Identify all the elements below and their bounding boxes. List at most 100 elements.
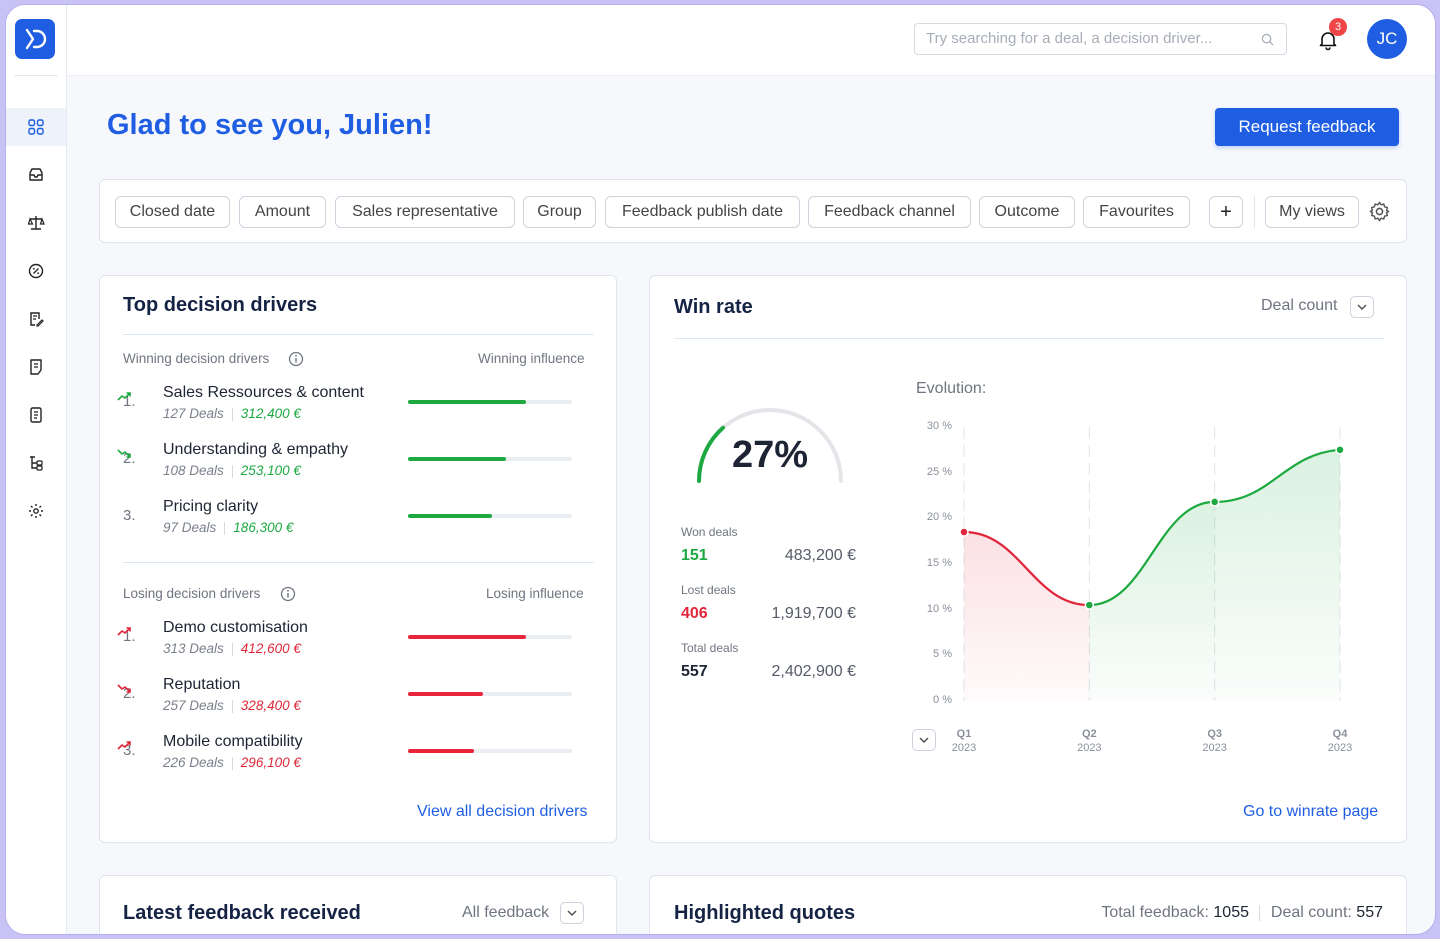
percent-badge-icon (28, 263, 44, 279)
driver-deals: 108 Deals (163, 463, 224, 478)
sidebar-item-forms[interactable] (6, 300, 66, 338)
area-segment (964, 532, 1090, 701)
card-title: Latest feedback received (123, 902, 361, 924)
bell-icon[interactable] (1317, 29, 1339, 51)
meta-divider (224, 521, 226, 535)
area-segment (1214, 449, 1340, 701)
meta-divider (231, 642, 233, 656)
trend-up-icon (117, 627, 131, 636)
search-box[interactable] (914, 23, 1287, 55)
filter-chip-publish-date[interactable]: Feedback publish date (605, 196, 800, 228)
inbox-icon (29, 168, 43, 181)
meta-divider (231, 699, 233, 713)
search-icon (1261, 33, 1274, 46)
sidebar-item-winrate[interactable] (6, 252, 66, 290)
sidebar-item-balance[interactable] (6, 204, 66, 242)
sidebar-item-reports[interactable] (6, 396, 66, 434)
driver-deals: 226 Deals (163, 755, 224, 770)
winning-influence-label: Winning influence (478, 351, 585, 366)
request-feedback-button[interactable]: Request feedback (1215, 108, 1399, 146)
data-point (1084, 600, 1095, 610)
driver-name[interactable]: Mobile compatibility (163, 733, 303, 750)
filter-divider (1254, 196, 1255, 228)
y-tick-label: 30 % (926, 420, 952, 432)
info-icon[interactable] (280, 586, 296, 602)
filter-chip-sales-rep[interactable]: Sales representative (335, 196, 515, 228)
x-tick-label: Q4 2023 (1320, 727, 1360, 755)
driver-name[interactable]: Understanding & empathy (163, 441, 348, 458)
evolution-chart: 30 % 25 % 20 % 15 % 10 % 5 % 0 % Q1 2023 Q2 2023 Q3… (900, 411, 1370, 754)
quotes-summary: Total feedback: 1055 Deal count: 557 (1101, 904, 1383, 922)
influence-bar (408, 635, 572, 639)
series-line-segment (1089, 500, 1215, 607)
document-list-icon (30, 359, 42, 375)
driver-amount: 412,600 € (240, 641, 301, 656)
decision-drivers-card: Top decision drivers Winning decision dr… (99, 275, 617, 843)
report-icon (30, 407, 42, 423)
brand-logo-icon (25, 28, 47, 50)
total-deals-label: Total deals (681, 641, 739, 655)
metric-selector-dropdown[interactable] (1350, 296, 1374, 318)
chart-expand-dropdown[interactable] (912, 729, 936, 751)
avatar[interactable]: JC (1367, 19, 1407, 59)
my-views-button[interactable]: My views (1265, 196, 1359, 228)
sidebar-item-hierarchy[interactable] (6, 444, 66, 482)
brand-logo[interactable] (15, 19, 55, 59)
filter-chip-outcome[interactable]: Outcome (979, 196, 1075, 228)
sidebar-item-inbox[interactable] (6, 156, 66, 194)
add-filter-button[interactable]: + (1209, 196, 1243, 228)
driver-name[interactable]: Reputation (163, 676, 241, 693)
filter-chip-channel[interactable]: Feedback channel (808, 196, 971, 228)
driver-amount: 186,300 € (233, 520, 294, 535)
driver-name[interactable]: Sales Ressources & content (163, 384, 364, 401)
y-tick-label: 5 % (933, 648, 952, 661)
total-deals-amount: 2,402,900 € (771, 663, 856, 680)
influence-bar-fill (408, 400, 527, 404)
driver-meta: 108 Deals 253,100 € (163, 463, 301, 478)
sidebar-item-dashboard[interactable] (6, 108, 66, 146)
filter-chip-favourites[interactable]: Favourites (1083, 196, 1190, 228)
feedback-filter-label: All feedback (462, 904, 550, 921)
influence-bar (408, 514, 572, 518)
sidebar-item-documents[interactable] (6, 348, 66, 386)
sidebar (6, 5, 67, 934)
hierarchy-icon (30, 456, 43, 471)
influence-bar-fill (408, 635, 527, 639)
x-tick-year: 2023 (951, 742, 977, 754)
dashboard-icon (28, 119, 44, 135)
influence-bar (408, 749, 572, 753)
evolution-label: Evolution: (916, 380, 987, 397)
search-input[interactable] (926, 30, 1246, 47)
driver-deals: 313 Deals (163, 641, 224, 656)
trend-down-icon (117, 449, 131, 458)
losing-influence-label: Losing influence (486, 586, 584, 601)
influence-bar-fill (408, 749, 474, 753)
y-tick-label: 20 % (926, 511, 952, 524)
x-tick-year: 2023 (1202, 742, 1227, 754)
go-to-winrate-link[interactable]: Go to winrate page (1243, 803, 1379, 820)
filter-chip-closed-date[interactable]: Closed date (115, 196, 230, 228)
data-point (1335, 445, 1345, 455)
meta-divider (231, 407, 233, 421)
sidebar-item-settings[interactable] (6, 492, 66, 530)
view-all-drivers-link[interactable]: View all decision drivers (417, 803, 588, 820)
influence-bar (408, 692, 572, 696)
metric-selector-label: Deal count (1261, 297, 1338, 314)
filter-chip-group[interactable]: Group (523, 196, 596, 228)
driver-rank: 3. (123, 507, 136, 524)
total-feedback-label: Total feedback: (1101, 904, 1209, 921)
feedback-filter-dropdown[interactable] (560, 902, 584, 924)
series-line-segment (1214, 448, 1341, 503)
y-tick-label: 15 % (926, 557, 952, 569)
filter-chip-amount[interactable]: Amount (239, 196, 326, 228)
driver-name[interactable]: Pricing clarity (163, 498, 259, 515)
gauge-fill (696, 425, 725, 483)
info-icon[interactable] (288, 351, 304, 367)
chevron-down-icon (919, 737, 929, 743)
balance-scale-icon (27, 216, 45, 230)
driver-name[interactable]: Demo customisation (163, 619, 308, 636)
trend-down-icon (117, 684, 131, 693)
trend-up-icon (117, 741, 131, 750)
won-deals-label: Won deals (681, 525, 738, 539)
gear-icon[interactable] (1368, 200, 1391, 223)
